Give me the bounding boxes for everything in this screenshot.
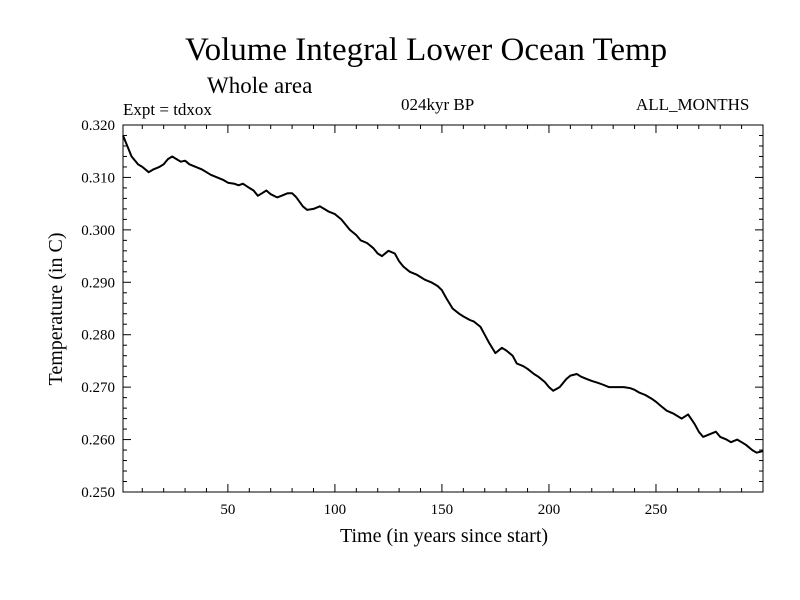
chart-subtitle: Whole area — [207, 73, 313, 98]
x-tick-label: 150 — [431, 502, 454, 518]
period-label: 024kyr BP — [401, 95, 475, 114]
chart-title: Volume Integral Lower Ocean Temp — [185, 32, 668, 68]
x-tick-label: 50 — [220, 502, 235, 518]
months-label: ALL_MONTHS — [636, 95, 750, 114]
series-line-0 — [122, 135, 764, 454]
axis-ticks — [123, 124, 763, 493]
x-tick-label: 200 — [538, 502, 561, 518]
plot-frame — [122, 124, 764, 493]
x-tick-label: 250 — [645, 502, 668, 518]
series-layer — [122, 135, 764, 454]
y-tick-label: 0.310 — [81, 170, 115, 186]
experiment-label: Expt = tdxox — [123, 100, 212, 119]
y-tick-label: 0.270 — [81, 380, 115, 396]
x-axis-label: Time (in years since start) — [340, 525, 548, 547]
y-tick-label: 0.250 — [81, 485, 115, 501]
y-tick-label: 0.290 — [81, 275, 115, 291]
x-tick-label: 100 — [324, 502, 347, 518]
y-tick-label: 0.280 — [81, 328, 115, 344]
y-tick-label: 0.260 — [81, 433, 115, 449]
y-tick-label: 0.300 — [81, 223, 115, 239]
y-tick-label: 0.320 — [81, 118, 115, 134]
axis-tick-labels: 50 100 150 200 250 0.250 0.260 0.270 0.280 0.290 0… — [81, 118, 667, 518]
y-axis-label: Temperature (in C) — [45, 233, 67, 386]
